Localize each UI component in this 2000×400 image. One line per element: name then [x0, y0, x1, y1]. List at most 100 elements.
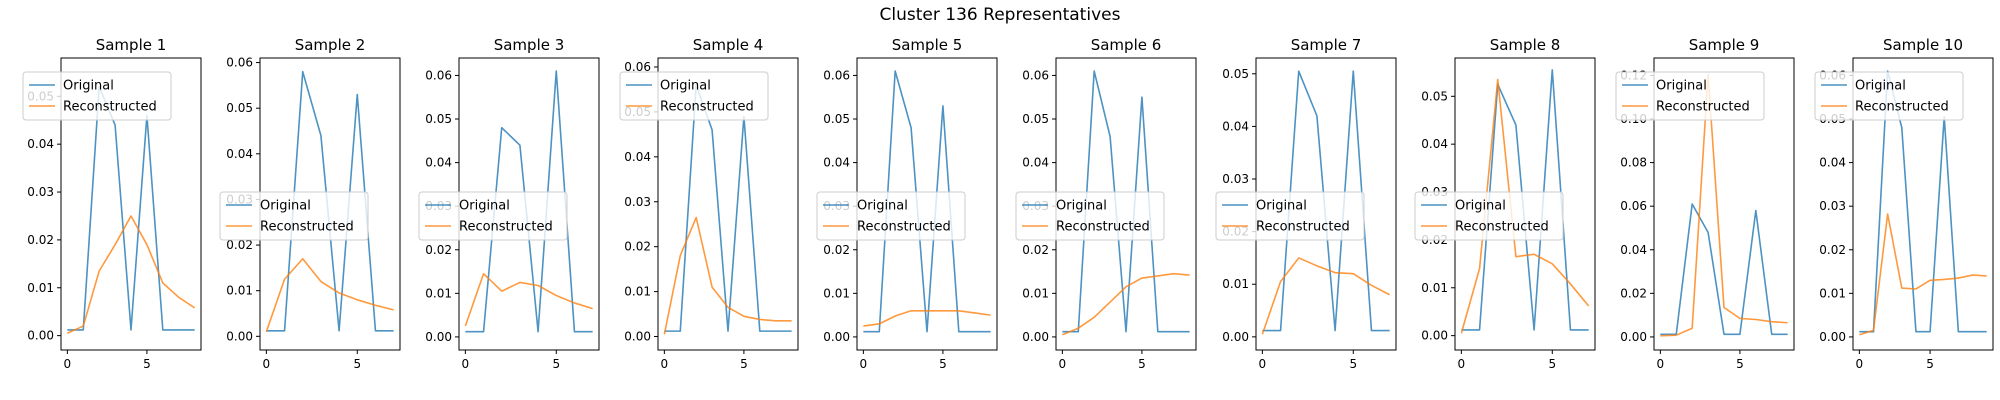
- legend: Original Reconstructed: [418, 191, 568, 241]
- y-tick-label: 0.04: [27, 137, 54, 151]
- figure-title: Cluster 136 Representatives: [880, 5, 1121, 25]
- y-tick-label: 0.00: [1819, 330, 1846, 344]
- x-tick-label: 0: [64, 357, 72, 371]
- y-tick-label: 0.05: [1222, 67, 1249, 81]
- legend-label-reconstructed: Reconstructed: [1656, 100, 1750, 115]
- series-line-reconstructed: [1660, 73, 1788, 337]
- x-tick-label: 0: [462, 357, 470, 371]
- y-tick-label: 0.04: [226, 147, 253, 161]
- y-tick-label: 0.02: [1022, 243, 1049, 257]
- y-tick-label: 0.04: [1620, 243, 1647, 257]
- y-tick-label: 0.06: [1022, 68, 1049, 82]
- legend-box: [1215, 191, 1365, 241]
- legend-label-original: Original: [1056, 199, 1107, 214]
- y-tick-label: 0.03: [624, 195, 651, 209]
- legend-box: [1414, 191, 1564, 241]
- legend: Original Reconstructed: [619, 71, 769, 121]
- legend-box: [619, 71, 769, 121]
- y-tick-label: 0.02: [226, 238, 253, 252]
- subplot-title: Sample 3: [494, 36, 565, 54]
- y-tick-label: 0.04: [1421, 137, 1448, 151]
- x-tick-label: 0: [1259, 357, 1267, 371]
- series-line-original: [67, 85, 195, 331]
- y-tick-label: 0.01: [624, 285, 651, 299]
- y-tick-label: 0.05: [1421, 89, 1448, 103]
- subplot-title: Sample 1: [96, 36, 167, 54]
- x-tick-label: 5: [740, 357, 748, 371]
- legend-label-reconstructed: Reconstructed: [260, 220, 354, 235]
- x-tick-label: 5: [939, 357, 947, 371]
- subplot-5: Sample 50.000.010.020.030.040.050.0605Or…: [816, 36, 998, 371]
- x-tick-label: 5: [1926, 357, 1934, 371]
- subplot-9: Sample 90.000.020.040.060.080.100.1205Or…: [1615, 36, 1795, 371]
- axes-frame: [60, 57, 202, 351]
- y-tick-label: 0.00: [425, 330, 452, 344]
- y-tick-label: 0.01: [1222, 277, 1249, 291]
- y-tick-label: 0.00: [226, 329, 253, 343]
- subplot-7: Sample 70.000.010.020.030.040.0505Origin…: [1215, 36, 1397, 371]
- y-tick-label: 0.02: [624, 240, 651, 254]
- subplot-title: Sample 10: [1883, 36, 1963, 54]
- y-tick-label: 0.06: [425, 68, 452, 82]
- legend: Original Reconstructed: [22, 71, 172, 121]
- y-tick-label: 0.00: [1620, 330, 1647, 344]
- y-tick-label: 0.00: [823, 330, 850, 344]
- x-tick-label: 5: [143, 357, 151, 371]
- y-tick-label: 0.01: [1421, 281, 1448, 295]
- subplot-3: Sample 30.000.010.020.030.040.050.0605Or…: [418, 36, 600, 371]
- series-group: [1062, 70, 1190, 336]
- series-group: [663, 84, 792, 335]
- y-tick-label: 0.01: [1819, 286, 1846, 300]
- legend-box: [1814, 71, 1964, 121]
- legend-box: [1615, 71, 1765, 121]
- y-tick-label: 0.01: [823, 286, 850, 300]
- x-tick-label: 5: [1736, 357, 1744, 371]
- subplot-title: Sample 4: [693, 36, 764, 54]
- axes-frame: [1852, 57, 1994, 351]
- y-tick-label: 0.08: [1620, 156, 1647, 170]
- legend: Original Reconstructed: [1015, 191, 1165, 241]
- series-line-original: [1859, 70, 1987, 333]
- y-tick-label: 0.04: [823, 156, 850, 170]
- legend-label-original: Original: [63, 79, 114, 94]
- y-tick-label: 0.00: [27, 329, 54, 343]
- legend-label-original: Original: [1656, 79, 1707, 94]
- legend: Original Reconstructed: [1615, 71, 1765, 121]
- series-line-original: [664, 84, 792, 332]
- y-tick-label: 0.01: [226, 284, 253, 298]
- series-line-reconstructed: [663, 216, 792, 335]
- y-tick-label: 0.06: [226, 56, 253, 70]
- series-line-reconstructed: [265, 257, 394, 333]
- y-tick-label: 0.01: [425, 286, 452, 300]
- legend-label-reconstructed: Reconstructed: [63, 100, 157, 115]
- legend: Original Reconstructed: [1814, 71, 1964, 121]
- x-tick-label: 5: [353, 357, 361, 371]
- legend: Original Reconstructed: [1215, 191, 1365, 241]
- legend-label-reconstructed: Reconstructed: [1855, 100, 1949, 115]
- legend-label-original: Original: [1256, 199, 1307, 214]
- y-tick-label: 0.04: [1022, 156, 1049, 170]
- legend-label-original: Original: [1455, 199, 1506, 214]
- legend-box: [418, 191, 568, 241]
- series-line-reconstructed: [1261, 257, 1391, 335]
- series-line-reconstructed: [863, 309, 991, 327]
- x-tick-label: 0: [1657, 357, 1665, 371]
- legend-box: [219, 191, 369, 241]
- legend-box: [1015, 191, 1165, 241]
- subplot-8: Sample 80.000.010.020.030.040.0505Origin…: [1414, 36, 1596, 371]
- series-line-reconstructed: [67, 215, 196, 334]
- legend-label-original: Original: [260, 199, 311, 214]
- x-tick-label: 0: [860, 357, 868, 371]
- subplot-2: Sample 20.000.010.020.030.040.050.0605Or…: [219, 36, 401, 371]
- y-tick-label: 0.02: [27, 233, 54, 247]
- y-tick-label: 0.05: [226, 101, 253, 115]
- y-tick-label: 0.06: [624, 60, 651, 74]
- series-group: [67, 85, 196, 334]
- y-tick-label: 0.05: [823, 112, 850, 126]
- subplot-title: Sample 6: [1091, 36, 1162, 54]
- y-tick-label: 0.01: [27, 281, 54, 295]
- x-tick-label: 5: [1138, 357, 1146, 371]
- y-tick-label: 0.06: [823, 68, 850, 82]
- subplot-4: Sample 40.000.010.020.030.040.050.0605Or…: [619, 36, 799, 371]
- y-tick-label: 0.02: [1819, 243, 1846, 257]
